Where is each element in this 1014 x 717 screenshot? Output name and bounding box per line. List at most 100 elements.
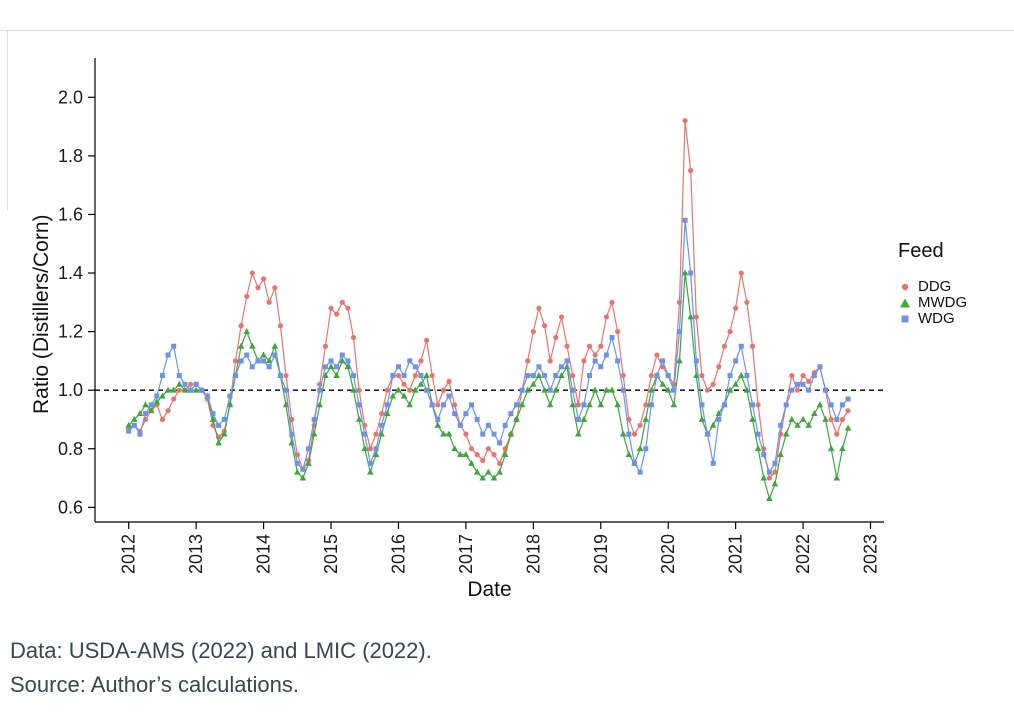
data-point: [586, 401, 593, 408]
data-point: [598, 364, 604, 370]
data-point: [389, 392, 397, 399]
series-line-mwdg: [128, 272, 849, 501]
data-point: [782, 430, 790, 437]
data-point: [615, 358, 621, 364]
data-point: [726, 386, 734, 393]
data-point: [232, 373, 238, 379]
data-point: [164, 386, 172, 393]
data-point: [682, 118, 688, 124]
data-point: [445, 430, 453, 437]
mwdg-triangle-marker-icon: [900, 298, 910, 308]
series-wdg: [126, 217, 851, 475]
data-point: [530, 373, 536, 379]
data-point: [794, 381, 800, 387]
data-point: [778, 422, 784, 428]
data-point: [609, 299, 615, 305]
legend-label-wdg: WDG: [918, 310, 955, 327]
data-point: [704, 387, 711, 393]
data-point: [569, 401, 576, 408]
data-point: [844, 424, 852, 431]
data-point: [603, 314, 609, 320]
data-point: [817, 364, 823, 370]
data-point: [497, 460, 503, 467]
data-point: [648, 402, 654, 408]
data-point: [727, 373, 733, 379]
data-point: [193, 381, 199, 387]
data-point: [401, 381, 407, 387]
data-point: [771, 480, 779, 487]
data-point: [473, 468, 481, 475]
data-point: [800, 381, 806, 387]
data-point: [688, 270, 694, 276]
data-point: [407, 358, 413, 364]
data-point: [705, 431, 711, 437]
data-point: [491, 431, 497, 437]
data-point: [361, 445, 369, 452]
data-point: [552, 386, 560, 393]
data-point: [356, 387, 362, 393]
data-point: [766, 494, 773, 501]
data-point: [643, 402, 649, 408]
data-point: [350, 334, 357, 341]
data-point: [485, 468, 492, 475]
data-point: [181, 386, 189, 393]
data-point: [682, 217, 688, 223]
data-point: [727, 329, 733, 335]
data-point: [496, 468, 503, 475]
ddg-circle-marker-icon: [901, 283, 909, 291]
data-point: [580, 415, 588, 422]
data-point: [283, 387, 289, 393]
data-point: [395, 386, 402, 393]
data-point: [761, 452, 767, 458]
data-point: [659, 380, 666, 387]
data-point: [480, 457, 486, 464]
data-point: [463, 411, 469, 417]
data-point: [435, 416, 441, 422]
data-point: [384, 387, 390, 393]
data-point: [519, 387, 525, 393]
data-point: [823, 387, 829, 393]
data-point: [828, 402, 834, 408]
data-point: [272, 352, 278, 358]
data-point: [664, 386, 672, 393]
x-tick-label: 2022: [793, 534, 813, 574]
data-point: [536, 364, 542, 370]
x-axis-title: Date: [467, 578, 512, 601]
data-point: [266, 364, 272, 370]
data-point: [721, 343, 727, 349]
data-point: [142, 401, 149, 408]
legend-item-wdg: WDG: [898, 311, 967, 327]
data-point: [265, 357, 273, 364]
data-point: [355, 415, 363, 422]
data-point: [272, 285, 278, 291]
data-point: [558, 314, 565, 320]
data-point: [508, 411, 514, 417]
data-point: [614, 401, 621, 408]
x-tick-label: 2019: [591, 534, 611, 574]
data-point: [716, 416, 722, 422]
data-point: [575, 402, 581, 408]
wdg-square-marker-icon: [901, 315, 909, 323]
data-point: [379, 411, 385, 417]
data-point: [311, 416, 317, 422]
data-point: [721, 402, 727, 408]
data-point: [806, 387, 812, 393]
data-point: [553, 373, 559, 379]
data-point: [435, 402, 441, 408]
data-point: [608, 386, 616, 393]
data-point: [687, 313, 694, 320]
data-point: [777, 451, 784, 458]
data-point: [188, 387, 194, 393]
data-point: [811, 373, 817, 379]
data-point: [754, 445, 762, 452]
data-point: [546, 401, 554, 408]
data-point: [300, 466, 306, 472]
y-tick-label: 0.6: [58, 497, 83, 517]
data-point: [338, 357, 346, 364]
figure-captions: Data: USDA-AMS (2022) and LMIC (2022). S…: [10, 634, 432, 702]
data-point: [390, 373, 396, 379]
data-point: [209, 415, 217, 422]
data-point: [575, 416, 581, 422]
data-point: [789, 387, 795, 393]
data-point: [693, 314, 699, 320]
